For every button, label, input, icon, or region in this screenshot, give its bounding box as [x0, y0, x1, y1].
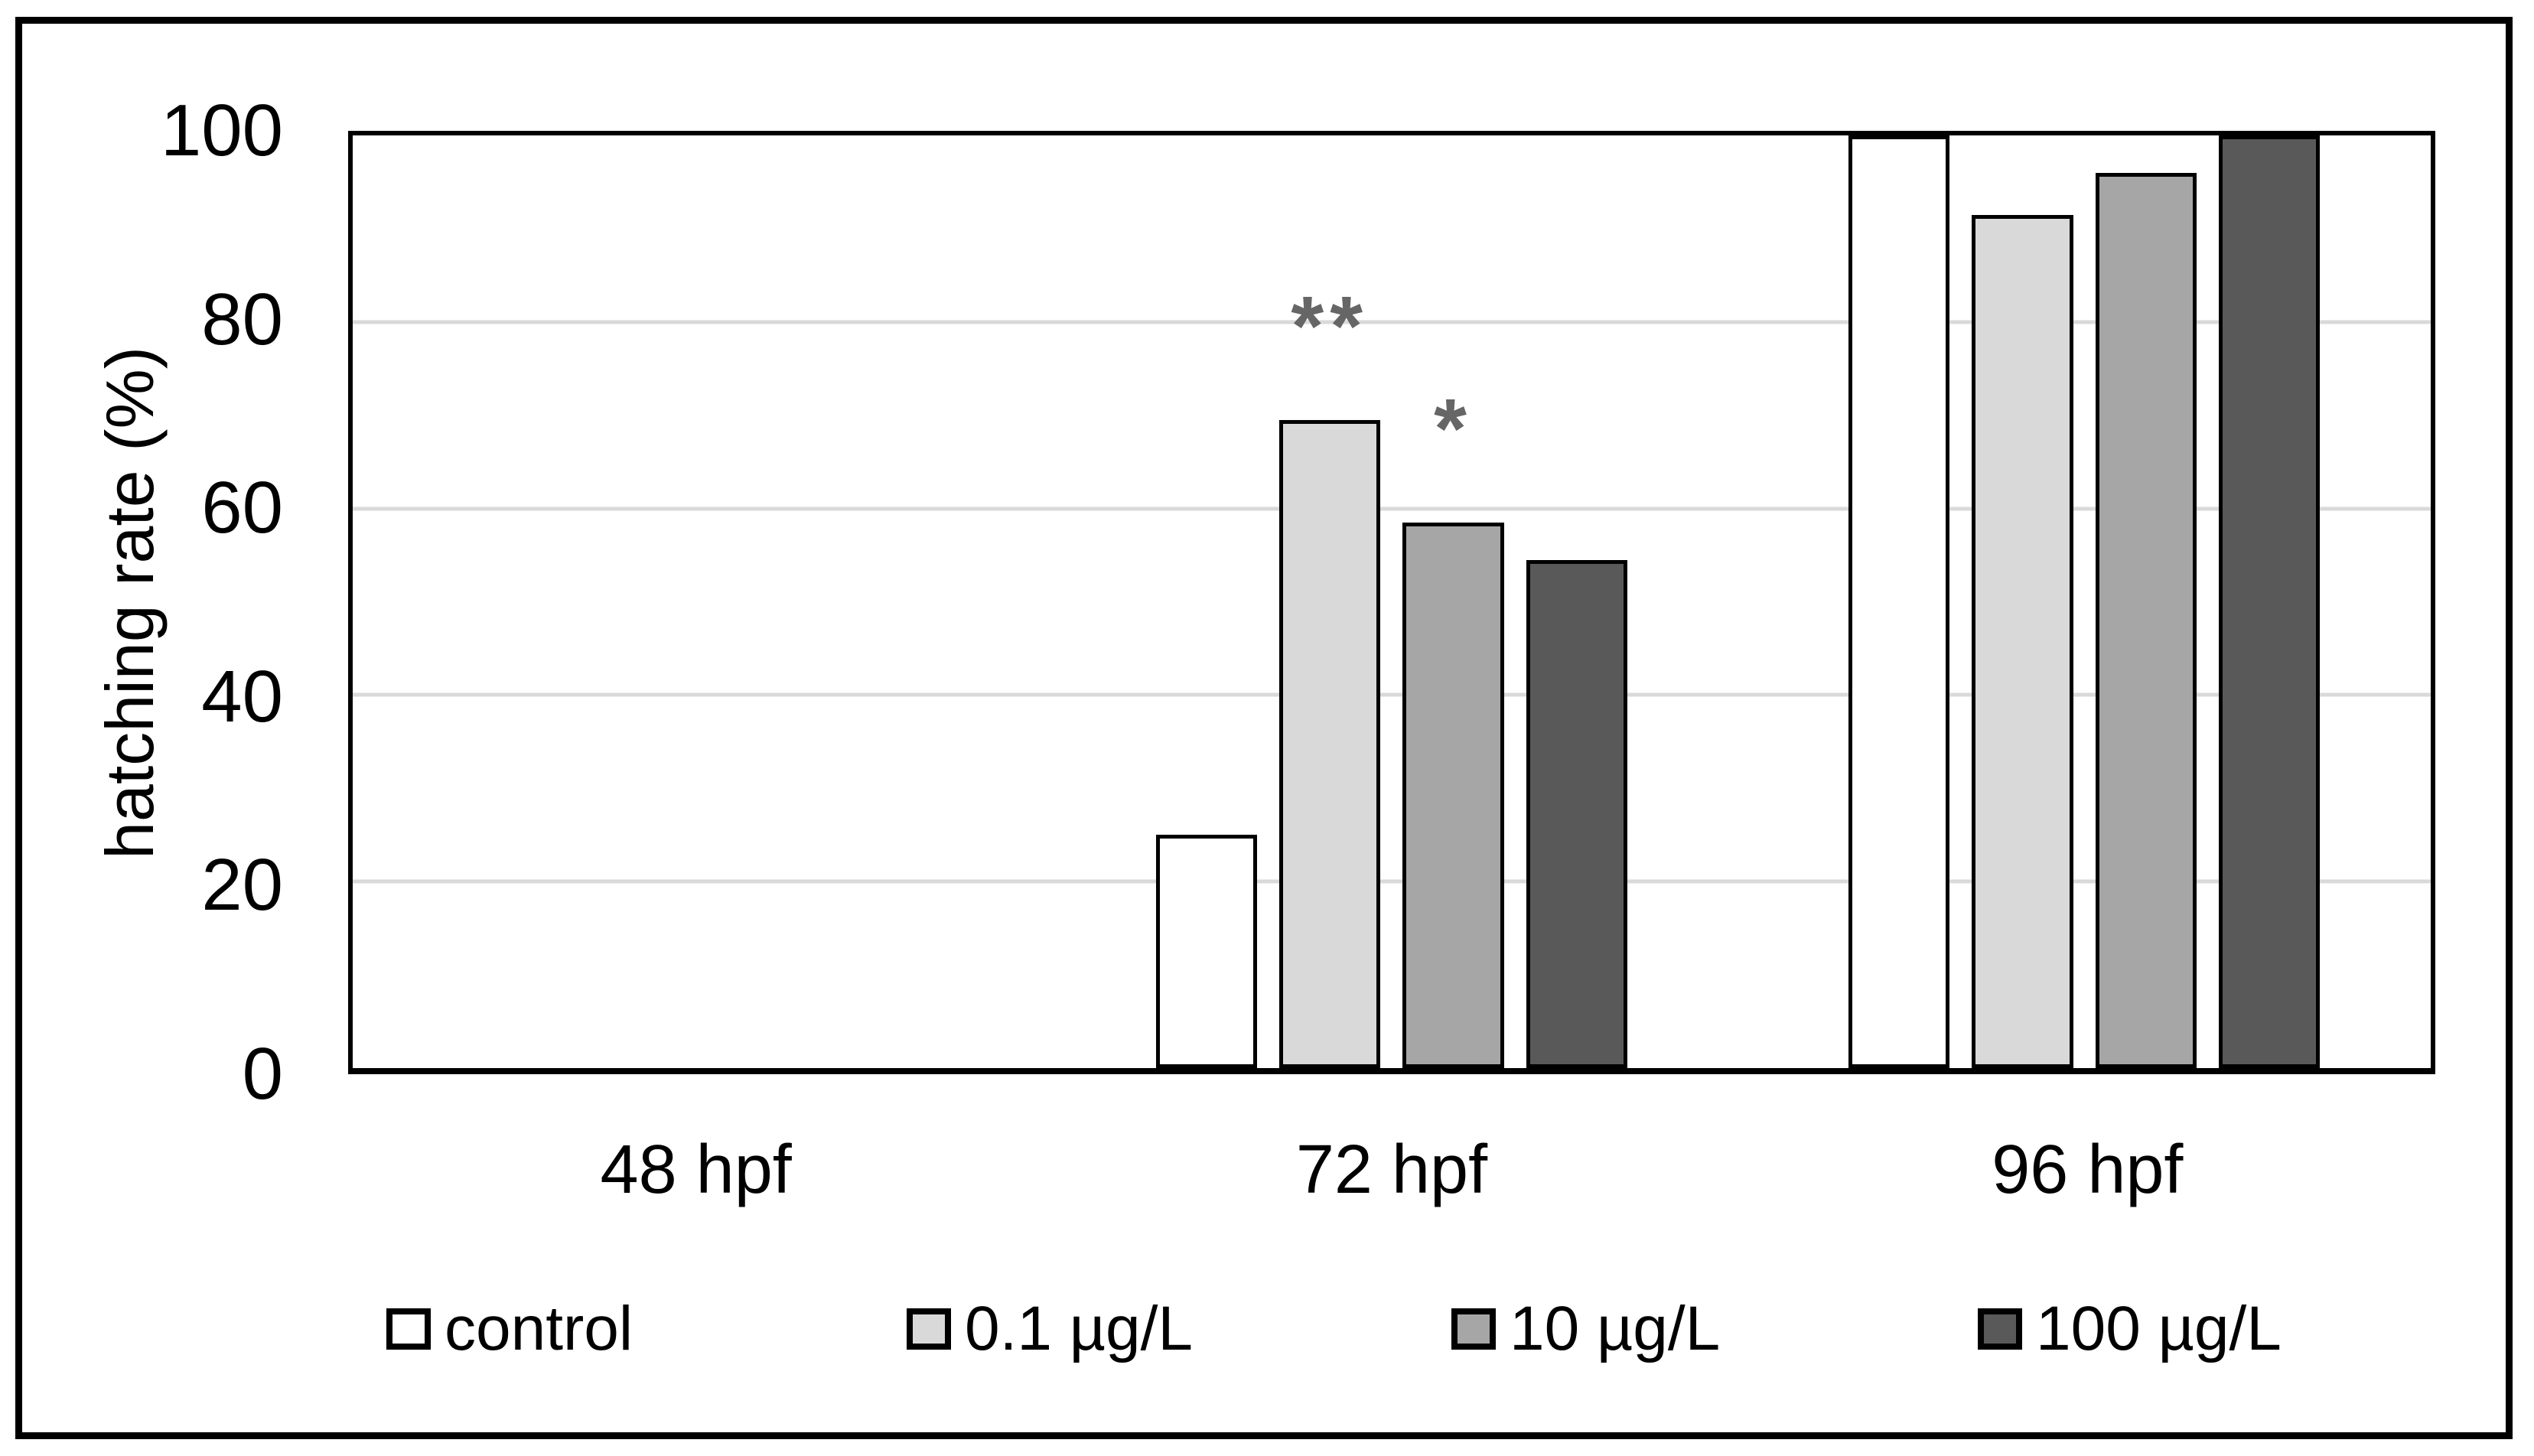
legend-item-10-g-l: 10 µg/L [1451, 1293, 1720, 1365]
figure-border [15, 17, 2513, 1439]
y-tick-label-60: 60 [201, 467, 283, 549]
y-tick-label-40: 40 [201, 655, 283, 738]
legend: control 0.1 µg/L 10 µg/L 100 µg/L [0, 1293, 2534, 1365]
x-axis-label-72-hpf: 72 hpf [1295, 1132, 1488, 1208]
legend-swatch-icon [386, 1308, 431, 1350]
legend-item-label: 10 µg/L [1510, 1294, 1721, 1363]
significance-annotation: * [1434, 381, 1473, 476]
bar-10-g-l-72-hpf [1402, 522, 1504, 1068]
legend-item-control: control [386, 1293, 633, 1365]
gridline-60 [353, 507, 2431, 511]
y-tick-label-80: 80 [201, 278, 283, 360]
plot-inner: ** * [353, 135, 2431, 1068]
y-axis-ticks: 0 20 40 60 80 100 [0, 94, 298, 1111]
plot-area: ** * [348, 131, 2435, 1074]
x-axis-labels: 48 hpf 72 hpf 96 hpf [348, 1131, 2435, 1210]
significance-annotation: ** [1291, 278, 1370, 373]
bar-10-g-l-96-hpf [2095, 172, 2197, 1068]
bar-100-g-l-72-hpf [1526, 559, 1628, 1068]
gridline-80 [353, 320, 2431, 324]
gridline-40 [353, 692, 2431, 697]
legend-item-label: control [445, 1294, 634, 1363]
x-axis-label-48-hpf: 48 hpf [600, 1132, 792, 1208]
legend-swatch-icon [907, 1308, 951, 1350]
legend-item-100-g-l: 100 µg/L [1978, 1293, 2282, 1365]
y-tick-label-0: 0 [242, 1033, 283, 1115]
bar-control-72-hpf [1155, 835, 1258, 1068]
legend-item-0-1-g-l: 0.1 µg/L [907, 1293, 1193, 1365]
bar-0-1-g-l-96-hpf [1972, 214, 2073, 1068]
bar-0-1-g-l-72-hpf [1278, 419, 1381, 1068]
bar-100-g-l-96-hpf [2218, 135, 2321, 1068]
x-axis-label-96-hpf: 96 hpf [1992, 1132, 2184, 1208]
y-tick-label-20: 20 [201, 844, 283, 927]
legend-swatch-icon [1978, 1308, 2022, 1350]
y-tick-label-100: 100 [160, 90, 283, 171]
gridline-20 [353, 879, 2431, 884]
bar-control-96-hpf [1848, 135, 1950, 1068]
legend-item-label: 100 µg/L [2036, 1294, 2282, 1363]
legend-item-label: 0.1 µg/L [965, 1294, 1194, 1363]
legend-swatch-icon [1451, 1308, 1496, 1350]
